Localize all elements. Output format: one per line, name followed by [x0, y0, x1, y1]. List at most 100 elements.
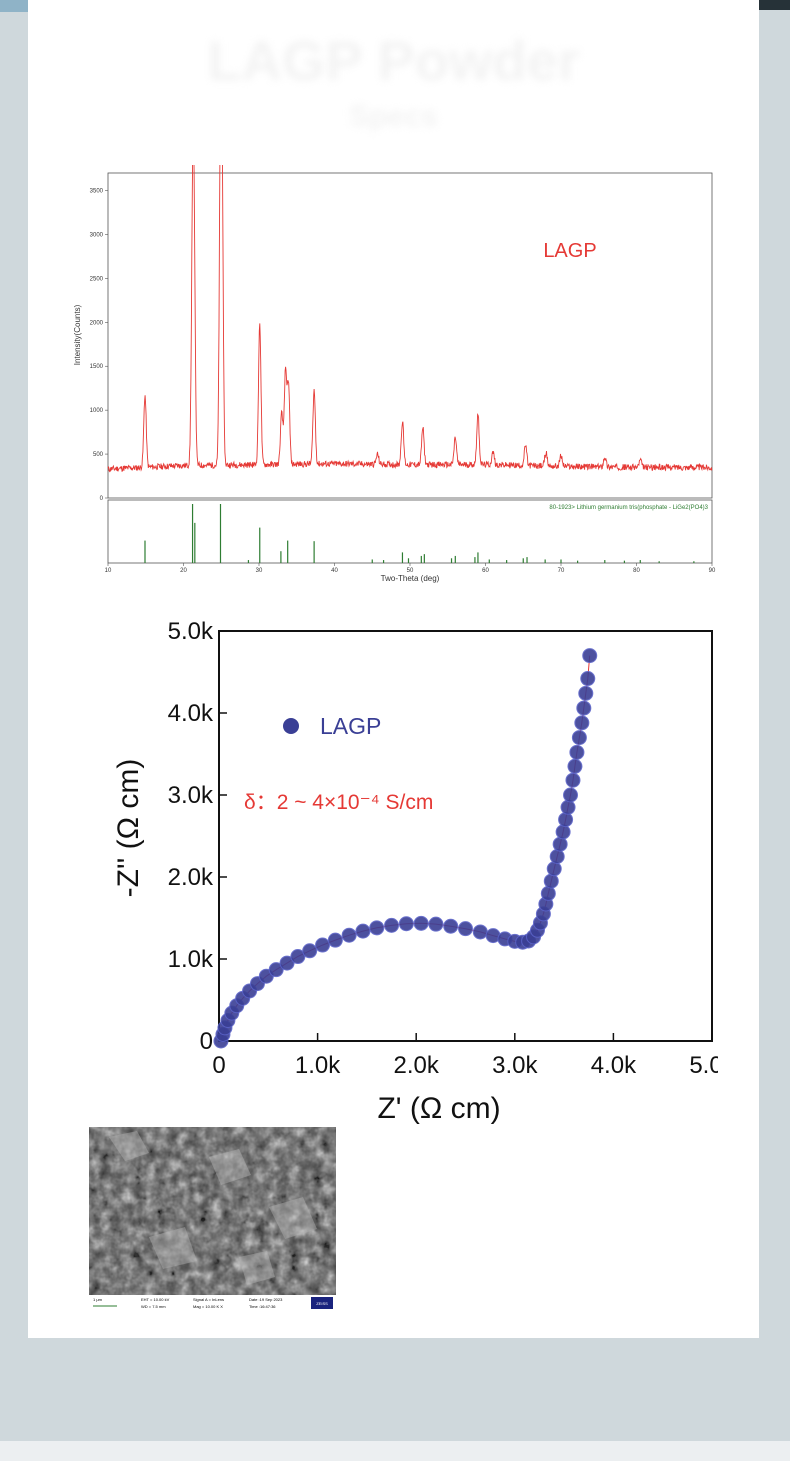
eis-data-point: [355, 923, 371, 939]
xrd-y-tick-label: 0: [100, 496, 104, 502]
xrd-annotation: LAGP: [543, 240, 596, 262]
eis-x-tick-label: 4.0k: [591, 1052, 637, 1079]
eis-data-point: [268, 962, 284, 978]
sem-wd: WD = 7.5 mm: [141, 1304, 166, 1309]
xrd-x-tick-label: 80: [633, 568, 640, 574]
xrd-reference-sticks: [144, 504, 695, 563]
eis-data-point: [413, 915, 429, 931]
xrd-x-tick-label: 90: [709, 568, 716, 574]
xrd-reference-label: 80-1923> Lithium germanium tris(phosphat…: [549, 505, 708, 511]
xrd-x-tick-label: 60: [482, 568, 489, 574]
xrd-x-tick-label: 10: [105, 568, 112, 574]
corner-accent: [758, 0, 790, 10]
sem-particle-highlights: [109, 1131, 317, 1285]
sem-date: Date :19 Sep 2023: [249, 1297, 283, 1302]
eis-data-point: [443, 918, 459, 934]
sem-micrograph: 1 μm EHT = 10.00 kV WD = 7.5 mm Signal A…: [89, 1127, 336, 1311]
page-subtitle: Specs: [349, 100, 438, 133]
eis-data-point: [546, 861, 562, 877]
sem-signal: Signal A = InLens: [193, 1297, 224, 1302]
eis-y-tick-label: 0: [200, 1028, 213, 1055]
eis-y-tick-label: 2.0k: [168, 864, 214, 891]
eis-data-point: [398, 916, 414, 932]
eis-data-point: [458, 921, 473, 937]
eis-data-point: [574, 715, 590, 731]
xrd-y-tick-label: 1000: [90, 408, 104, 414]
eis-data-point: [315, 937, 331, 953]
eis-x-tick-label: 5.0k: [689, 1052, 718, 1079]
eis-data-point: [543, 873, 559, 889]
xrd-y-axis-label: Intensity(Counts): [73, 304, 82, 365]
eis-y-axis-label: -Z'' (Ω cm): [112, 759, 145, 898]
eis-data-point: [580, 671, 596, 687]
xrd-y-tick-label: 3500: [90, 189, 104, 195]
eis-x-tick-label: 0: [212, 1052, 225, 1079]
eis-data-point: [327, 932, 343, 948]
eis-legend-marker: [283, 718, 299, 734]
eis-data-point: [302, 943, 318, 959]
eis-y-tick-label: 4.0k: [168, 700, 214, 727]
eis-chart: 0 1.0k 2.0k 3.0k 4.0k 5.0k 0 1.0k 2.0k 3.0k 4.0k 5.…: [103, 603, 718, 1133]
eis-data-point: [472, 924, 488, 940]
sem-eht: EHT = 10.00 kV: [141, 1297, 170, 1302]
eis-axes: 0 1.0k 2.0k 3.0k 4.0k 5.0k 0 1.0k 2.0k 3.0k 4.0k 5.…: [168, 618, 718, 1079]
eis-data-point: [384, 917, 400, 933]
eis-chart-background: [103, 603, 718, 1133]
xrd-y-tick-label: 3000: [90, 232, 104, 238]
zeiss-logo: [311, 1297, 333, 1309]
corner-accent: [0, 0, 28, 12]
eis-data-point: [290, 949, 306, 965]
eis-y-tick-label: 1.0k: [168, 946, 214, 973]
sem-scale-label: 1 μm: [93, 1297, 103, 1302]
sem-info-bar: [89, 1295, 336, 1311]
xrd-y-tick-label: 500: [93, 452, 104, 458]
eis-data-point: [567, 758, 583, 774]
sem-particles: [89, 1127, 336, 1295]
eis-data-point: [549, 849, 565, 864]
eis-data-point: [558, 812, 574, 828]
eis-data-points: [213, 648, 598, 1049]
eis-x-tick-label: 2.0k: [394, 1052, 440, 1079]
footer-strip: [0, 1441, 790, 1461]
eis-y-tick-label: 3.0k: [168, 782, 214, 809]
xrd-x-tick-label: 40: [331, 568, 338, 574]
eis-data-point: [552, 836, 568, 852]
xrd-chart-background: [72, 165, 717, 585]
eis-data-point: [560, 799, 576, 815]
eis-x-axis-label: Z' (Ω cm): [377, 1092, 500, 1125]
xrd-chart: 0 500 1000 1500 2000 2500 3000 3500 10 20 30 40 50 6…: [72, 165, 717, 585]
xrd-x-tick-label: 30: [256, 568, 263, 574]
eis-data-point: [578, 685, 594, 701]
eis-data-point: [571, 730, 587, 746]
eis-data-point: [555, 824, 571, 840]
xrd-x-tick-label: 70: [558, 568, 565, 574]
eis-data-point: [428, 916, 444, 932]
xrd-series-line: [107, 165, 713, 473]
eis-data-point: [582, 648, 598, 664]
sem-time: Time :16:47:36: [249, 1304, 276, 1309]
eis-data-point: [279, 955, 295, 971]
xrd-y-axis: 0 500 1000 1500 2000 2500 3000 3500: [90, 189, 108, 502]
eis-x-tick-label: 1.0k: [295, 1052, 341, 1079]
eis-data-point: [569, 744, 585, 760]
xrd-y-tick-label: 1500: [90, 364, 104, 370]
eis-legend-label: LAGP: [320, 713, 381, 739]
eis-data-point: [565, 772, 581, 788]
xrd-main-frame: [107, 172, 713, 499]
eis-data-point: [369, 920, 385, 936]
page-title: LAGP Powder: [207, 29, 580, 92]
eis-data-point: [563, 787, 579, 803]
zeiss-logo-text: ZEISS: [316, 1301, 328, 1306]
eis-x-tick-label: 3.0k: [492, 1052, 538, 1079]
xrd-x-axis: 10 20 30 40 50 60 70 80 90: [105, 563, 716, 574]
eis-data-point: [576, 700, 592, 716]
xrd-y-tick-label: 2500: [90, 276, 104, 282]
eis-data-point: [341, 927, 357, 943]
xrd-x-tick-label: 20: [180, 568, 187, 574]
eis-annotation: δ：2 ~ 4×10⁻⁴ S/cm: [244, 791, 433, 814]
eis-plot-frame: [218, 630, 713, 1042]
eis-data-point: [540, 885, 556, 901]
xrd-y-tick-label: 2000: [90, 320, 104, 326]
sem-mag: Mag = 10.00 K X: [193, 1304, 223, 1309]
eis-y-tick-label: 5.0k: [168, 618, 214, 645]
